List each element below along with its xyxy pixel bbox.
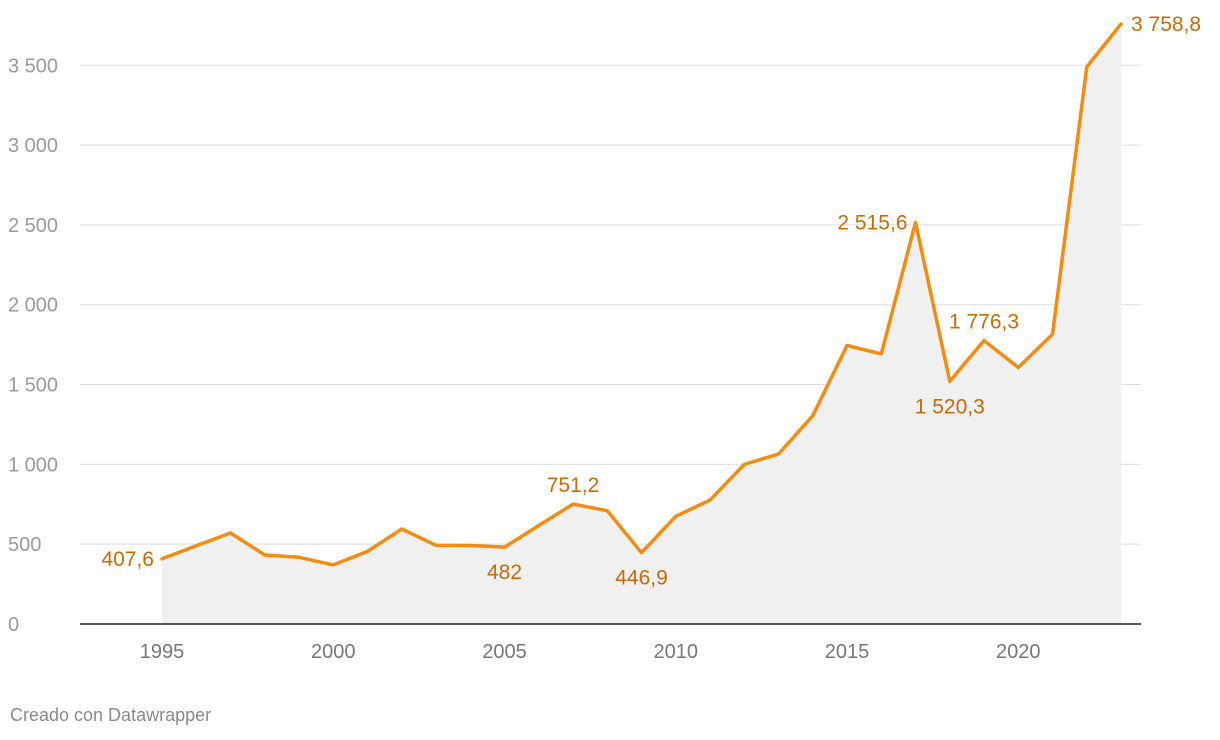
- x-tick-label: 2005: [482, 641, 527, 663]
- data-point-2014: [811, 414, 815, 418]
- data-point-2005: [503, 545, 507, 549]
- data-point-2018: [948, 379, 952, 383]
- data-point-2020: [1016, 365, 1020, 369]
- data-label: 3 758,8: [1131, 13, 1201, 36]
- area-fill: [162, 24, 1121, 624]
- y-tick-label: 0: [8, 614, 19, 636]
- data-point-2006: [537, 524, 541, 528]
- y-tick-label: 1 500: [8, 375, 58, 397]
- y-tick-label: 2 500: [8, 215, 58, 237]
- data-point-1998: [263, 553, 267, 557]
- area-chart: 0 500 1 000 1 500 2 000 2 500 3 000 3 500 1995 2…: [8, 13, 1201, 663]
- data-point-2012: [742, 462, 746, 466]
- y-tick-label: 1 000: [8, 454, 58, 476]
- series-line: [160, 22, 1123, 567]
- data-point-1997: [229, 531, 233, 535]
- y-tick-label: 2 000: [8, 295, 58, 317]
- data-point-2010: [674, 514, 678, 518]
- data-point-2019: [982, 338, 986, 342]
- x-tick-label: 2000: [311, 641, 356, 663]
- data-labels: 407,6 482 751,2 446,9 2 515,6 1 520,3 1 776,3 3…: [101, 13, 1201, 590]
- data-label: 2 515,6: [837, 211, 907, 234]
- data-point-2004: [468, 543, 472, 547]
- data-point-2001: [366, 549, 370, 553]
- data-point-2016: [879, 352, 883, 356]
- y-tick-label: 3 500: [8, 55, 58, 77]
- data-label: 751,2: [547, 474, 600, 497]
- data-point-2008: [605, 509, 609, 513]
- data-point-2011: [708, 498, 712, 502]
- data-label: 1 520,3: [915, 395, 985, 418]
- data-point-2015: [845, 343, 849, 347]
- x-axis-ticks: 1995 2000 2005 2010 2015 2020: [140, 641, 1041, 663]
- data-point-2022: [1085, 65, 1089, 69]
- data-point-2000: [331, 563, 335, 567]
- x-tick-label: 2020: [996, 641, 1041, 663]
- y-axis-ticks: 0 500 1 000 1 500 2 000 2 500 3 000 3 500: [8, 55, 58, 636]
- data-point-2021: [1051, 332, 1055, 336]
- data-label: 407,6: [101, 548, 154, 571]
- data-point-2003: [434, 543, 438, 547]
- data-point-2007: [571, 502, 575, 506]
- data-point-2013: [777, 452, 781, 456]
- credit-text: Creado con Datawrapper: [10, 705, 212, 725]
- data-label: 1 776,3: [949, 310, 1019, 333]
- data-label: 482: [487, 561, 522, 584]
- data-point-1999: [297, 555, 301, 559]
- data-point-2009: [640, 551, 644, 555]
- y-tick-label: 500: [8, 534, 41, 556]
- x-tick-label: 1995: [140, 641, 185, 663]
- data-point-2017: [914, 220, 918, 224]
- data-point-2002: [400, 527, 404, 531]
- data-point-2023: [1119, 22, 1123, 26]
- data-label: 446,9: [615, 567, 668, 590]
- data-point-1996: [194, 544, 198, 548]
- x-tick-label: 2010: [654, 641, 699, 663]
- data-point-1995: [160, 557, 164, 561]
- y-tick-label: 3 000: [8, 135, 58, 157]
- gridlines: [80, 64, 1141, 545]
- x-tick-label: 2015: [825, 641, 870, 663]
